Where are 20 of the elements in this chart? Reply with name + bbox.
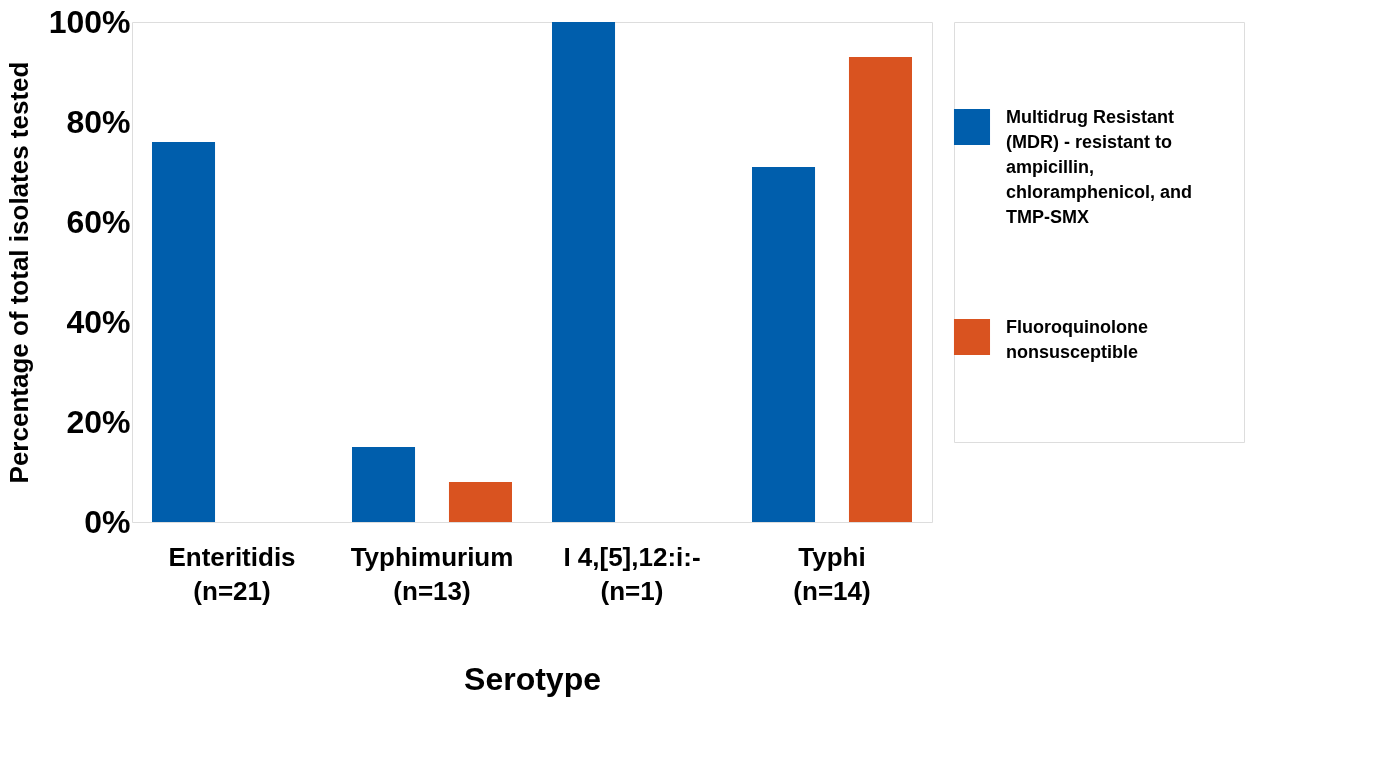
y-tick-label: 40% [66,303,131,340]
x-tick-label: I 4,[5],12:i:- (n=1) [563,541,701,606]
y-axis-title: Percentage of total isolates tested [3,61,34,484]
bar [448,482,512,522]
bar [352,447,416,522]
y-tick-label: 80% [66,103,131,140]
x-tick-label: Typhimurium (n=13) [350,541,514,606]
y-tick-label: 0% [84,503,131,540]
bar [752,167,816,522]
x-tick-label: Enteritidis (n=21) [168,541,296,606]
bar [848,57,912,522]
y-tick-label: 100% [48,3,131,40]
bar [152,142,216,522]
x-tick-label: Typhi (n=14) [793,541,871,606]
bar [552,22,616,522]
y-tick-label: 60% [66,203,131,240]
legend-label: Fluoroquinolone nonsusceptible [1006,317,1148,362]
y-tick-label: 20% [66,403,131,440]
x-axis-title: Serotype [464,660,601,697]
legend-label: Multidrug Resistant (MDR) - resistant to ampicillin, chloramphenicol, and TMP-SMX [1006,107,1193,227]
